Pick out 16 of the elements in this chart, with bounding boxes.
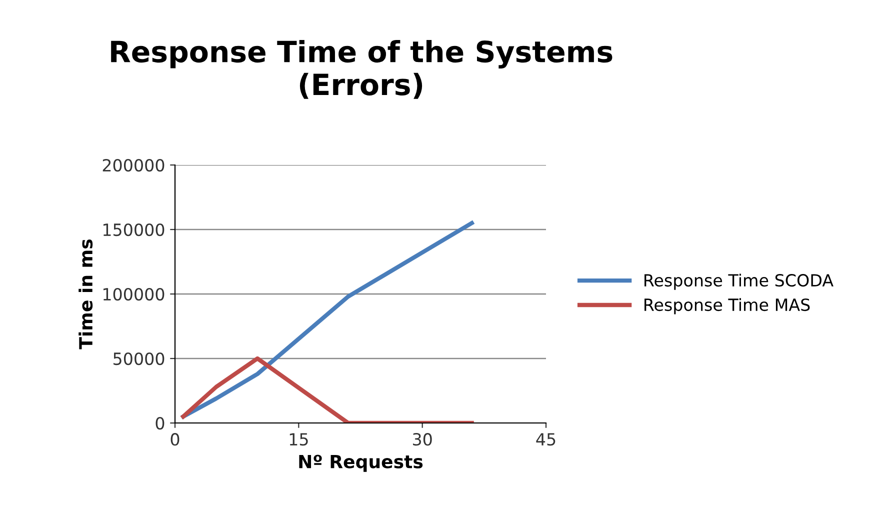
y-tick-label: 0 [156, 416, 164, 430]
line-series [181, 356, 474, 423]
y-tick-label: 200000 [102, 158, 164, 172]
line-series [181, 220, 474, 419]
x-tick-label: 45 [536, 433, 556, 446]
y-tick-label: 100000 [103, 288, 164, 301]
x-tick-label: 15 [290, 433, 308, 446]
y-axis-title: Time in ms [78, 239, 93, 350]
y-tick-label: 50000 [114, 352, 164, 366]
y-tick-label: 150000 [103, 223, 164, 236]
x-axis-title: Nº Requests [299, 454, 423, 472]
x-tick-label: 0 [170, 433, 180, 446]
chart-title: Response Time of the Systems (Errors) [111, 40, 612, 99]
x-tick-label: 30 [413, 433, 432, 446]
legend-label: Response Time SCODA [644, 274, 834, 290]
legend-label: Response Time MAS [644, 298, 810, 314]
